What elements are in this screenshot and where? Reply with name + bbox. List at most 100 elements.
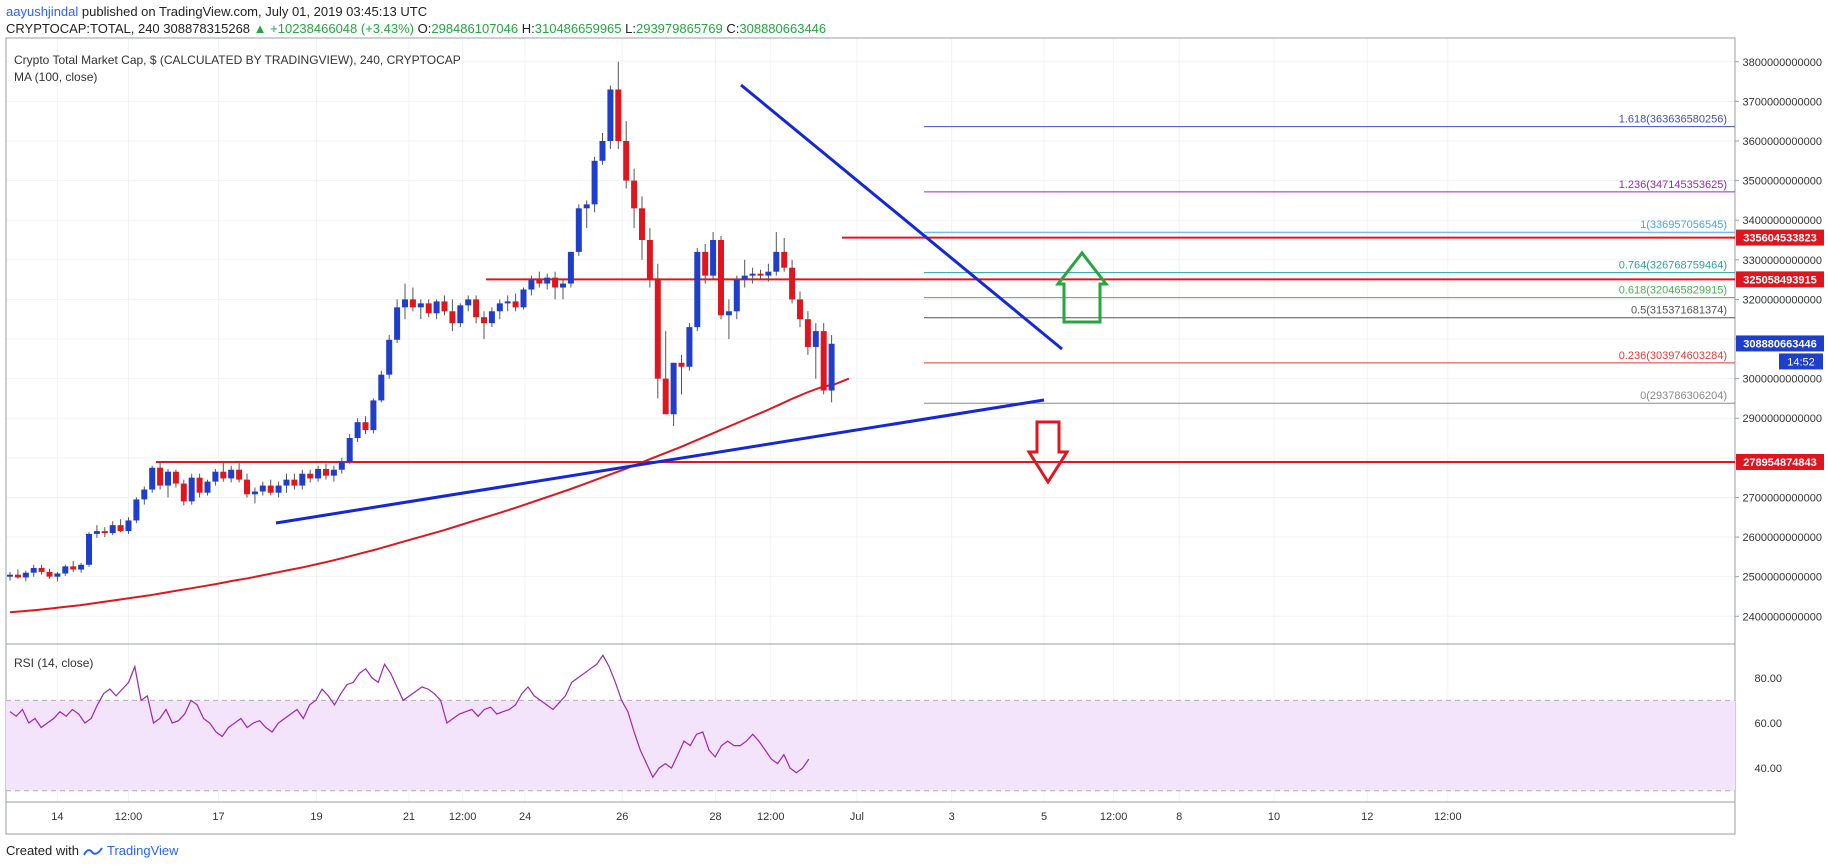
candle[interactable]	[465, 295, 472, 312]
candle[interactable]	[733, 275, 740, 320]
candle[interactable]	[496, 299, 503, 320]
candle[interactable]	[473, 295, 480, 324]
candle[interactable]	[646, 228, 653, 288]
candle[interactable]	[654, 263, 661, 399]
candle[interactable]	[804, 311, 811, 355]
candle[interactable]	[749, 267, 756, 284]
author-link[interactable]: aayushjindal	[6, 4, 79, 19]
candle[interactable]	[425, 299, 432, 318]
candle[interactable]	[157, 461, 164, 490]
candle[interactable]	[86, 532, 92, 567]
candle[interactable]	[228, 465, 235, 483]
candle[interactable]	[386, 335, 393, 379]
candle[interactable]	[765, 263, 772, 282]
candle[interactable]	[583, 200, 590, 229]
candle[interactable]	[725, 299, 732, 340]
candle[interactable]	[172, 469, 179, 488]
candle[interactable]	[552, 271, 559, 300]
candle[interactable]	[797, 291, 803, 328]
candle[interactable]	[504, 295, 511, 312]
candle[interactable]	[188, 473, 195, 505]
candle[interactable]	[702, 243, 709, 284]
candle[interactable]	[417, 299, 424, 320]
candle[interactable]	[330, 465, 337, 482]
candle[interactable]	[773, 232, 780, 276]
candle[interactable]	[354, 418, 361, 442]
candle[interactable]	[196, 473, 203, 498]
candle[interactable]	[670, 362, 677, 427]
candle[interactable]	[101, 527, 108, 538]
candle[interactable]	[236, 461, 243, 483]
candle[interactable]	[133, 497, 140, 524]
candle[interactable]	[259, 481, 266, 496]
candle[interactable]	[149, 465, 156, 493]
candle[interactable]	[599, 133, 606, 165]
candle[interactable]	[346, 434, 353, 464]
candle[interactable]	[662, 331, 669, 415]
candle[interactable]	[757, 269, 764, 280]
candle[interactable]	[789, 259, 796, 304]
candle[interactable]	[433, 299, 440, 320]
candle[interactable]	[165, 468, 171, 498]
candle[interactable]	[117, 519, 124, 533]
candle[interactable]	[14, 569, 21, 579]
candle[interactable]	[607, 85, 614, 149]
candle[interactable]	[267, 479, 274, 496]
candle[interactable]	[528, 275, 535, 296]
candle[interactable]	[62, 564, 69, 576]
candle[interactable]	[449, 299, 456, 332]
candle[interactable]	[323, 463, 329, 480]
candle[interactable]	[544, 273, 551, 290]
candle[interactable]	[812, 323, 819, 379]
candle[interactable]	[212, 468, 219, 486]
candle[interactable]	[457, 303, 464, 328]
candle[interactable]	[567, 251, 574, 288]
candle[interactable]	[394, 299, 401, 343]
candle[interactable]	[520, 287, 527, 310]
candle[interactable]	[536, 271, 543, 288]
candle[interactable]	[402, 283, 408, 320]
candle[interactable]	[7, 571, 13, 581]
candle[interactable]	[338, 457, 345, 474]
candle[interactable]	[370, 398, 377, 434]
candle[interactable]	[141, 486, 148, 505]
candle[interactable]	[631, 168, 638, 229]
candle[interactable]	[686, 323, 693, 371]
candle[interactable]	[180, 479, 187, 506]
candle[interactable]	[560, 279, 566, 300]
candle[interactable]	[291, 473, 298, 490]
candle[interactable]	[251, 487, 258, 504]
candle[interactable]	[828, 335, 835, 403]
candle[interactable]	[38, 564, 45, 575]
candle[interactable]	[378, 370, 385, 403]
candle[interactable]	[54, 571, 61, 582]
candle[interactable]	[718, 236, 724, 320]
candle[interactable]	[741, 259, 748, 288]
candle[interactable]	[481, 311, 487, 340]
tradingview-link[interactable]: TradingView	[106, 843, 179, 858]
candle[interactable]	[512, 293, 519, 312]
candle[interactable]	[30, 564, 37, 577]
candle[interactable]	[299, 469, 306, 490]
candle[interactable]	[93, 525, 100, 538]
candle[interactable]	[22, 570, 29, 582]
candle[interactable]	[781, 238, 788, 272]
candle[interactable]	[315, 465, 322, 482]
candle[interactable]	[591, 156, 598, 213]
candle[interactable]	[70, 560, 77, 572]
candle[interactable]	[678, 354, 685, 395]
candle[interactable]	[307, 469, 314, 483]
candle[interactable]	[109, 521, 116, 536]
candle[interactable]	[623, 121, 630, 189]
candle[interactable]	[283, 473, 290, 493]
candle[interactable]	[220, 461, 227, 482]
candle[interactable]	[244, 473, 250, 498]
candle[interactable]	[78, 562, 85, 573]
candle[interactable]	[409, 287, 416, 312]
candle[interactable]	[694, 247, 701, 332]
candle[interactable]	[46, 568, 53, 579]
candle[interactable]	[639, 196, 645, 260]
candle[interactable]	[575, 204, 582, 256]
candle[interactable]	[125, 517, 132, 534]
